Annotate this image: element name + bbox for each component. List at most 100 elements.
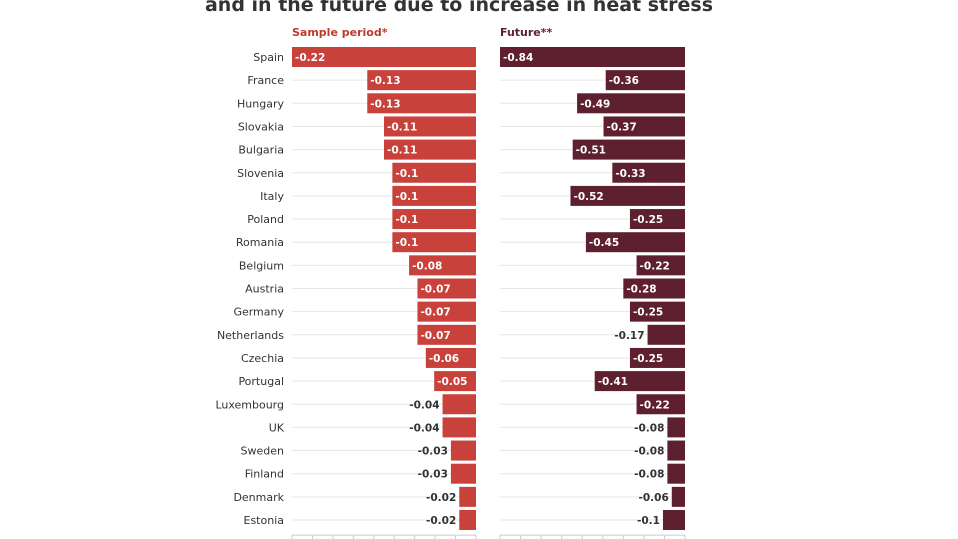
bar: [603, 116, 685, 137]
category-label: Portugal: [238, 375, 284, 388]
bar: [367, 93, 476, 114]
category-label: Italy: [260, 190, 284, 203]
data-label: -0.13: [370, 75, 400, 87]
category-label: Belgium: [239, 259, 284, 272]
data-label: -0.08: [634, 422, 664, 434]
category-label: Luxembourg: [215, 398, 284, 411]
bar: [442, 417, 476, 438]
bar: [629, 209, 685, 230]
data-label: -0.06: [429, 353, 459, 365]
category-label: UK: [269, 421, 285, 434]
data-label: -0.25: [633, 307, 663, 319]
bar: [585, 232, 685, 253]
data-label: -0.02: [426, 515, 456, 527]
data-label: -0.08: [634, 469, 664, 481]
bar: [636, 394, 685, 415]
category-label: Czechia: [241, 352, 284, 365]
bar: [392, 185, 476, 206]
bar: [392, 209, 476, 230]
panel-future: Future** -0.84 -0.36 -0.49 -0.37-0.51 -0.33 -0…: [499, 26, 686, 539]
data-label: -0.06: [639, 492, 669, 504]
data-label: -0.1: [395, 214, 418, 226]
bar: [500, 47, 685, 67]
bar: [434, 371, 476, 392]
category-label: Slovakia: [238, 120, 284, 133]
data-label: -0.11: [387, 145, 417, 157]
bar: [667, 463, 685, 484]
bar: [623, 278, 685, 299]
data-label: -0.17: [614, 330, 644, 342]
bar: [392, 232, 476, 253]
data-label: -0.84: [503, 52, 533, 64]
category-label: Hungary: [237, 97, 284, 110]
data-label: -0.52: [573, 191, 603, 203]
category-label: Finland: [245, 468, 284, 481]
panel-title: Sample period*: [292, 26, 388, 39]
bar: [629, 347, 685, 368]
bar: [605, 70, 685, 91]
category-label: Spain: [253, 51, 284, 64]
bar: [662, 510, 685, 530]
bar: [577, 93, 685, 114]
bar: [594, 371, 685, 392]
data-label: -0.04: [409, 422, 439, 434]
category-label: Denmark: [233, 491, 284, 504]
category-label: France: [247, 74, 284, 87]
category-label: Bulgaria: [238, 144, 284, 157]
bar: [384, 139, 476, 160]
data-label: -0.1: [637, 515, 660, 527]
bar: [671, 486, 685, 507]
bar: [417, 301, 476, 322]
data-label: -0.07: [420, 284, 450, 296]
bar: [442, 394, 476, 415]
panel-sample-period: Sample period* -0.22 -0.13 -0.13 -0.11 -0.11 -…: [291, 26, 477, 539]
data-label: -0.04: [409, 399, 439, 411]
bar: [667, 440, 685, 461]
bar: [629, 301, 685, 322]
category-label: Netherlands: [217, 329, 284, 342]
bar: [425, 347, 476, 368]
data-label: -0.07: [420, 330, 450, 342]
data-label: -0.45: [589, 237, 619, 249]
category-label: Austria: [245, 283, 284, 296]
bar: [572, 139, 685, 160]
bar: [612, 162, 685, 183]
data-label: -0.1: [395, 168, 418, 180]
data-label: -0.13: [370, 98, 400, 110]
category-label: Romania: [236, 236, 284, 249]
category-label: Estonia: [244, 514, 285, 527]
bar: [367, 70, 476, 91]
data-label: -0.36: [609, 75, 639, 87]
bar: [292, 47, 476, 67]
data-label: -0.25: [633, 353, 663, 365]
bar: [392, 162, 476, 183]
data-label: -0.33: [615, 168, 645, 180]
data-label: -0.1: [395, 237, 418, 249]
bar: [450, 463, 476, 484]
data-label: -0.1: [395, 191, 418, 203]
data-label: -0.05: [437, 376, 467, 388]
data-label: -0.03: [418, 446, 448, 458]
data-label: -0.22: [295, 52, 325, 64]
data-label: -0.11: [387, 121, 417, 133]
data-label: -0.49: [580, 98, 610, 110]
data-label: -0.37: [607, 121, 637, 133]
data-label: -0.51: [576, 145, 606, 157]
bar: [570, 185, 685, 206]
bar: [417, 324, 476, 345]
bar: [459, 510, 476, 530]
data-label: -0.08: [634, 446, 664, 458]
data-label: -0.41: [598, 376, 628, 388]
bar: [636, 255, 685, 276]
bar: [647, 324, 685, 345]
panel-title: Future**: [500, 26, 553, 39]
bar: [450, 440, 476, 461]
data-label: -0.28: [626, 284, 656, 296]
data-label: -0.08: [412, 260, 442, 272]
category-label: Sweden: [241, 445, 284, 458]
category-label: Poland: [247, 213, 284, 226]
bar: [384, 116, 476, 137]
data-label: -0.03: [418, 469, 448, 481]
category-label: Slovenia: [237, 167, 284, 180]
